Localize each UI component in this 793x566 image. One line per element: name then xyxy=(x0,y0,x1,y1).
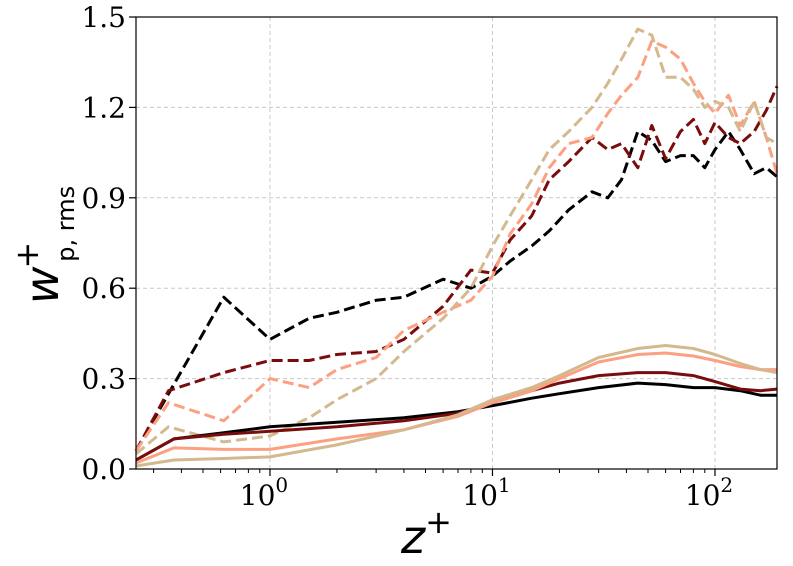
dashed-series-line-4 xyxy=(135,27,778,456)
plot-frame xyxy=(135,16,778,470)
grid-lines xyxy=(136,17,777,469)
solid-series-line-5 xyxy=(135,381,777,462)
solid-series-line-8 xyxy=(135,344,778,468)
y-axis-label: w+ p, rms xyxy=(8,186,80,304)
y-tick-label: 1.5 xyxy=(81,1,126,34)
solid-series-line-7 xyxy=(135,351,777,465)
series-layer xyxy=(134,27,779,468)
x-axis-label: z+ xyxy=(400,503,452,564)
x-tick-label: 101 xyxy=(462,473,510,512)
dashed-series-line-2 xyxy=(134,85,779,452)
x-tick-label: 100 xyxy=(240,473,288,512)
x-tick-label: 102 xyxy=(685,473,733,512)
y-tick-label: 0.6 xyxy=(81,272,126,305)
y-tick-label: 0.9 xyxy=(81,182,126,215)
y-tick-label: 0.0 xyxy=(81,453,126,486)
y-tick-label: 1.2 xyxy=(81,91,126,124)
dashed-series-line-1 xyxy=(134,130,778,452)
axis-ticks: 0.0 0.3 0.6 0.9 1.2 1.5 100 101 102 xyxy=(81,1,733,512)
solid-series-line-6 xyxy=(135,371,778,462)
y-tick-label: 0.3 xyxy=(81,363,126,396)
dashed-series-line-3 xyxy=(134,39,779,452)
